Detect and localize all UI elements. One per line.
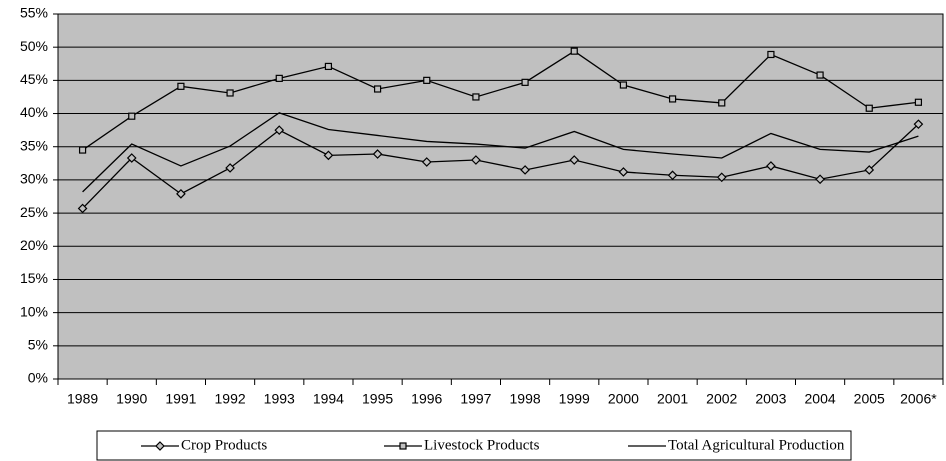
series-line <box>82 50 919 151</box>
y-tick-label: 25% <box>20 204 48 220</box>
data-point <box>865 104 873 112</box>
data-point <box>373 85 382 93</box>
legend-label: Total Agricultural Production <box>668 437 845 453</box>
data-point <box>128 112 136 120</box>
data-point <box>323 150 334 161</box>
x-tick-label: 1991 <box>165 391 196 407</box>
series-line <box>82 112 919 193</box>
x-tick-label: 1999 <box>559 391 590 407</box>
data-point <box>78 146 87 154</box>
x-tick-label: 2001 <box>657 391 688 407</box>
data-point <box>864 165 875 175</box>
data-point <box>177 82 185 90</box>
y-tick-label: 45% <box>20 71 48 87</box>
y-tick-label: 5% <box>28 337 48 353</box>
data-point <box>570 47 578 55</box>
y-tick-label: 35% <box>20 137 48 153</box>
data-point <box>913 119 924 130</box>
x-tick-label: 2005 <box>854 391 885 407</box>
plot-area <box>57 13 944 380</box>
data-point <box>716 172 727 183</box>
legend-box <box>96 430 852 461</box>
data-point <box>718 99 726 107</box>
data-point <box>668 95 677 103</box>
data-point <box>520 165 530 175</box>
legend-marker <box>155 441 165 451</box>
x-tick-label: 1992 <box>215 391 246 407</box>
data-point <box>225 163 235 173</box>
data-point <box>569 155 580 165</box>
data-point <box>471 155 481 165</box>
y-tick-label: 20% <box>20 237 48 253</box>
data-point <box>274 125 285 135</box>
legend-label: Livestock Products <box>424 437 540 453</box>
data-point <box>521 78 529 86</box>
data-point <box>767 50 775 59</box>
data-point <box>472 93 480 101</box>
x-tick-label: 1997 <box>460 391 491 407</box>
data-point <box>816 71 824 79</box>
legend-marker <box>399 442 407 450</box>
x-tick-label: 2002 <box>706 391 737 407</box>
x-tick-label: 1990 <box>116 391 147 407</box>
legend: Crop Products Livestock Products Total Agr… <box>96 430 852 461</box>
y-tick-label: 55% <box>20 5 48 21</box>
data-point <box>126 153 137 163</box>
y-tick-label: 50% <box>20 38 48 54</box>
y-tick-label: 10% <box>20 303 48 319</box>
x-tick-label: 2004 <box>805 391 836 407</box>
data-point <box>324 62 333 71</box>
x-tick-label: 1994 <box>313 391 344 407</box>
data-point <box>766 161 776 171</box>
x-tick-label: 2003 <box>755 391 786 407</box>
x-tick-label: 1995 <box>362 391 393 407</box>
data-point <box>77 203 88 214</box>
y-tick-label: 0% <box>28 370 48 386</box>
y-tick-label: 30% <box>20 171 48 187</box>
x-tick-label: 1996 <box>411 391 442 407</box>
data-point <box>226 89 234 97</box>
data-point <box>176 188 186 199</box>
x-tick-label: 2006* <box>900 391 937 407</box>
series-line <box>82 123 919 209</box>
data-point <box>421 157 432 167</box>
data-point <box>372 149 383 159</box>
x-tick-label: 1993 <box>264 391 295 407</box>
data-point <box>667 170 678 181</box>
data-point <box>275 74 283 82</box>
data-point <box>423 76 431 84</box>
y-tick-label: 40% <box>20 104 48 120</box>
x-tick-label: 1998 <box>510 391 541 407</box>
data-point <box>619 81 628 89</box>
x-tick-label: 2000 <box>608 391 639 407</box>
data-point <box>618 167 629 177</box>
y-tick-label: 15% <box>20 270 48 286</box>
x-tick-label: 1989 <box>67 391 98 407</box>
legend-label: Crop Products <box>181 437 267 453</box>
data-point <box>914 98 923 106</box>
data-point <box>815 174 825 185</box>
